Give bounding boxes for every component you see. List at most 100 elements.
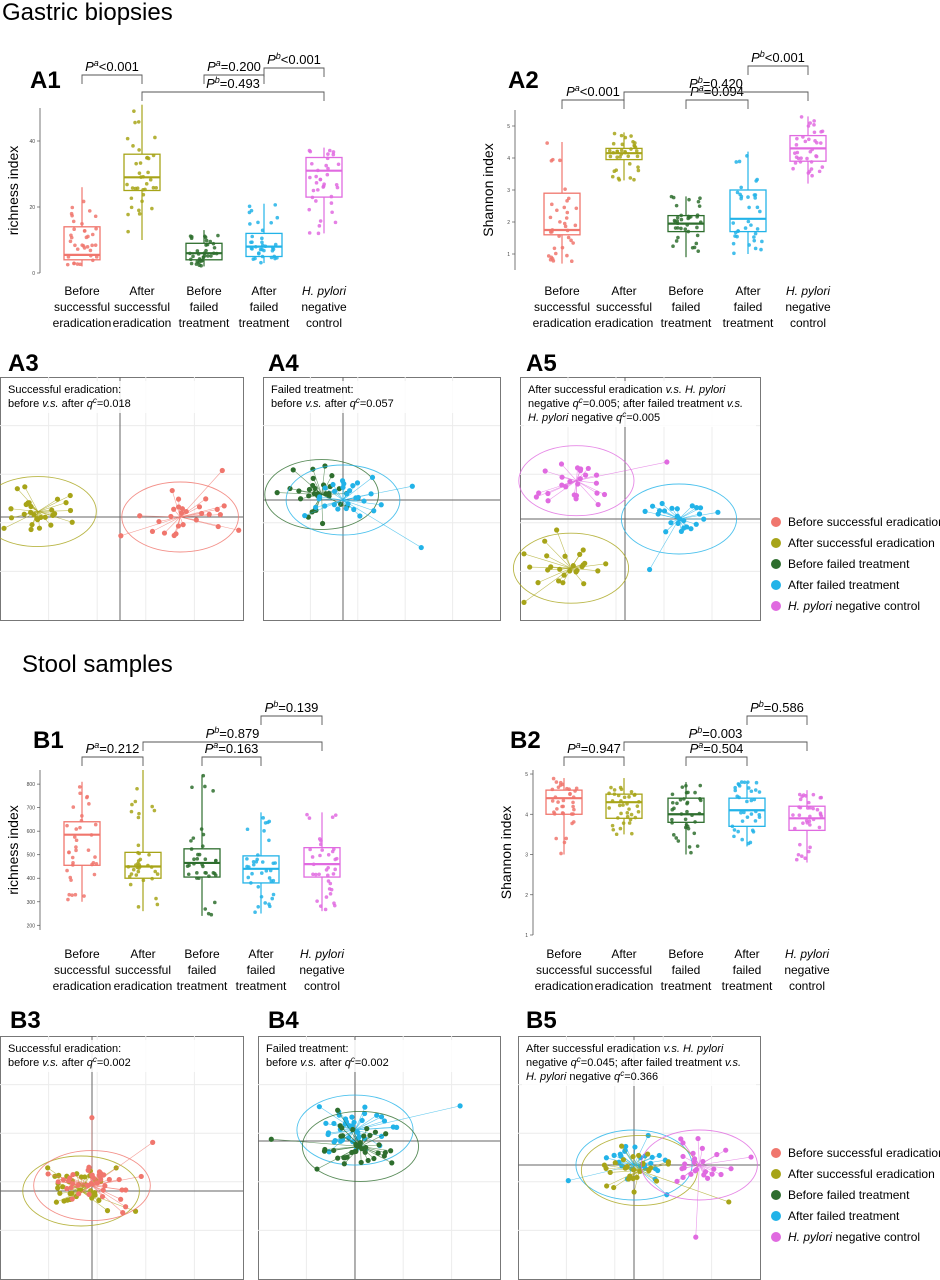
spider-line [37, 498, 58, 512]
data-point [622, 795, 627, 800]
spider-line [344, 1146, 361, 1164]
data-point [758, 209, 762, 214]
data-point [260, 228, 265, 233]
bracket-line [563, 756, 625, 766]
data-point [695, 213, 700, 217]
data-point [123, 1204, 129, 1210]
category-label-line: After [611, 947, 636, 961]
category-label-before_failed: Before failed treatment [177, 947, 228, 993]
data-point [550, 256, 555, 261]
data-point [665, 1159, 672, 1165]
annotation-word: v.s. [661, 1043, 680, 1055]
data-point [633, 792, 637, 797]
annotation-word: Successful [8, 1043, 61, 1055]
data-point [125, 136, 130, 141]
annotation-bg [4, 381, 239, 413]
box-after_failed [245, 203, 283, 265]
data-point [256, 884, 261, 889]
data-point [750, 828, 755, 833]
box-iqr [543, 192, 581, 236]
data-point [573, 789, 577, 793]
data-point [260, 860, 265, 864]
spider-line [625, 1146, 635, 1166]
data-point [260, 236, 264, 241]
data-point [695, 1135, 701, 1142]
significance-bracket: Pa=0.212 [81, 740, 144, 766]
data-point [679, 213, 684, 218]
spider-line [360, 1146, 392, 1164]
data-point [797, 813, 802, 818]
data-point [689, 850, 693, 855]
data-point [616, 793, 621, 798]
data-point [353, 1141, 359, 1147]
data-point [604, 1183, 610, 1189]
data-point [607, 806, 611, 810]
data-point [320, 848, 324, 852]
data-point [153, 869, 158, 874]
data-point [328, 892, 333, 896]
annotation-word: eradication [606, 384, 663, 396]
data-point [378, 1114, 385, 1120]
data-point [630, 1154, 636, 1160]
data-point [364, 1126, 370, 1132]
data-point [136, 869, 141, 874]
bracket-line [623, 91, 809, 101]
category-label-line: control [304, 979, 340, 993]
data-point [247, 865, 251, 869]
data-point [374, 1112, 380, 1118]
category-label-line: Before [186, 284, 222, 298]
q-value: =0.057 [360, 398, 394, 410]
spider-line [63, 1179, 93, 1186]
data-point [339, 478, 346, 484]
spider-line [10, 508, 39, 512]
data-point [619, 787, 624, 792]
annotation-word: treatment [674, 398, 724, 410]
data-point [619, 799, 623, 803]
data-point [798, 842, 802, 847]
legend-marker-before_success [771, 1148, 781, 1158]
significance-bracket: Pb<0.001 [263, 51, 325, 77]
data-point [656, 508, 663, 514]
spider-line [78, 1185, 93, 1195]
category-label-line: After [735, 284, 760, 298]
p-symbol: P [690, 741, 699, 756]
data-point [566, 235, 571, 240]
annotation-word: treatment: [296, 1043, 349, 1055]
panel-label: A2 [508, 67, 539, 94]
data-point [645, 1151, 651, 1157]
category-label-hp_negative: H. pylori negative control [785, 284, 831, 330]
legend-marker-before_success [771, 517, 781, 527]
significance-bracket: Pb<0.001 [747, 49, 809, 75]
spider-line [342, 477, 373, 501]
data-point [65, 868, 69, 873]
annotation-word: before [266, 1057, 297, 1069]
data-point [637, 799, 641, 804]
annotation-word: eradication [604, 1043, 661, 1055]
spider-line [91, 1185, 126, 1191]
p-superscript: b [698, 75, 703, 85]
data-point [318, 219, 323, 223]
data-point [67, 507, 74, 514]
data-point [74, 838, 79, 843]
data-point [78, 262, 82, 267]
data-point [628, 817, 633, 822]
data-point [791, 813, 795, 817]
data-point [655, 1167, 661, 1174]
data-point [329, 473, 335, 479]
annotation-word: before [8, 398, 39, 410]
data-point [338, 1133, 344, 1139]
data-point [126, 212, 130, 217]
data-point [521, 551, 527, 557]
data-point [150, 1139, 156, 1145]
spider-line [695, 1164, 700, 1238]
data-point [567, 478, 573, 485]
data-point [818, 795, 823, 800]
p-symbol: P [689, 726, 698, 741]
data-point [93, 855, 97, 859]
data-point [316, 231, 321, 236]
data-point [394, 1124, 400, 1130]
category-label-line: Before [668, 947, 704, 961]
data-point [49, 507, 55, 513]
data-point [550, 202, 554, 207]
data-point [723, 1147, 729, 1153]
